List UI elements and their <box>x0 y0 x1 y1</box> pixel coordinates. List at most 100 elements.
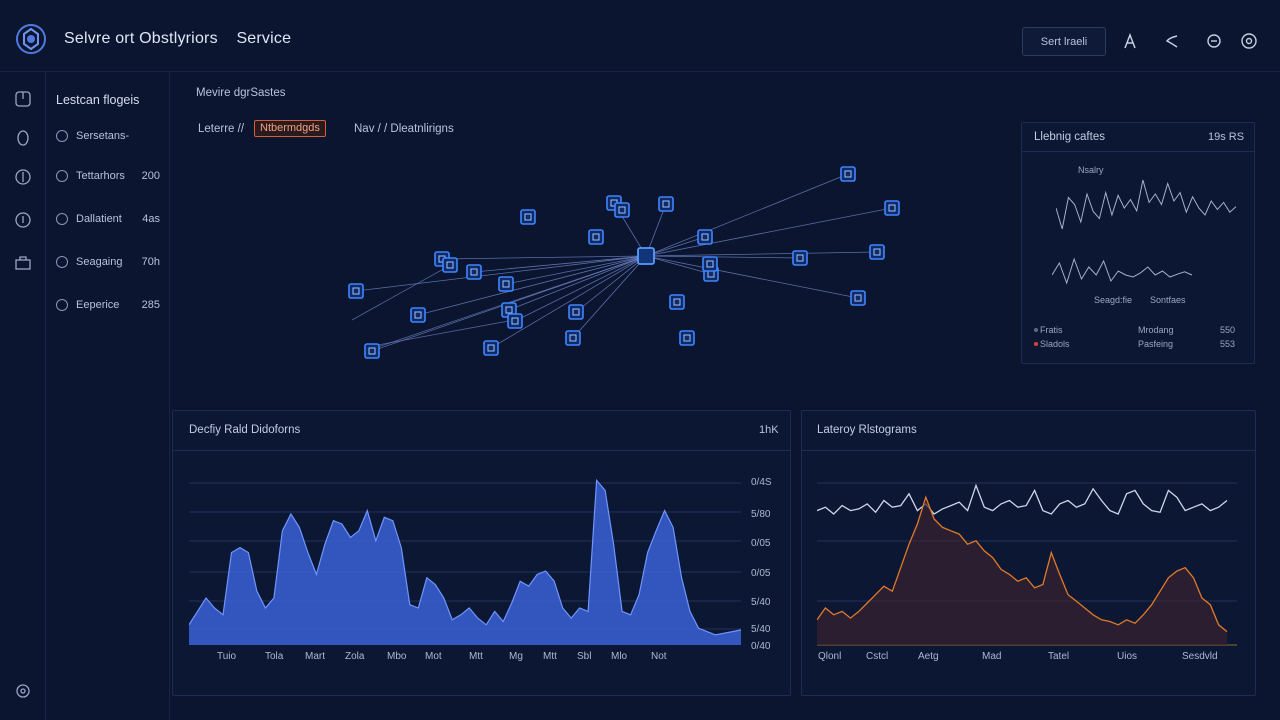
x-tick-label: Qlonl <box>818 651 842 662</box>
service-node-icon <box>697 229 713 245</box>
service-node-glyph <box>683 334 691 342</box>
alert-icon[interactable] <box>1205 32 1223 50</box>
panel-value: 1hK <box>759 424 779 436</box>
service-node-glyph <box>505 306 513 314</box>
breadcrumb-badge[interactable]: Ntbermdgds <box>254 120 326 137</box>
legend-metric: Mrodang <box>1138 325 1174 335</box>
graph-edge <box>490 255 647 349</box>
mini-line-series <box>1056 179 1237 230</box>
sidebar-item[interactable]: Sersetans- <box>54 128 166 146</box>
header-action-button[interactable]: Sert lraeli <box>1022 27 1106 56</box>
service-node-glyph <box>796 254 804 262</box>
bulb-icon[interactable] <box>14 129 32 147</box>
service-node-glyph <box>470 268 478 276</box>
throughput-area-chart <box>189 478 741 645</box>
service-node-icon <box>498 276 514 292</box>
x-tick-label: Mbo <box>387 651 407 662</box>
y-tick-label: 5/40 <box>751 597 771 608</box>
power-icon[interactable] <box>1240 32 1258 50</box>
latency-chart-panel: Lateroy Rlstograms Qlonl Cstcl Aetg Mad Tate… <box>801 410 1256 696</box>
service-node-icon <box>702 256 718 272</box>
y-tick-label: 5/40 <box>751 624 771 635</box>
latency-line-chart <box>817 482 1237 646</box>
x-tick-label: Not <box>651 651 667 662</box>
service-node-glyph <box>414 311 422 319</box>
x-tick-label: Tatel <box>1048 651 1070 662</box>
service-node-icon <box>840 166 856 182</box>
dashboard-icon[interactable] <box>14 90 32 108</box>
service-node-glyph <box>352 287 360 295</box>
sidebar-item[interactable]: Dallatient 4as <box>54 211 166 229</box>
service-node-icon <box>348 283 364 299</box>
graph-edge <box>514 255 647 322</box>
service-node-glyph <box>572 308 580 316</box>
graph-edge <box>351 261 457 321</box>
y-tick-label: 0/4S <box>751 477 772 488</box>
refresh-icon[interactable] <box>1163 32 1181 50</box>
service-node-icon <box>588 229 604 245</box>
line-series-fill <box>817 497 1227 645</box>
breadcrumb-prefix[interactable]: Leterre // <box>198 123 245 135</box>
status-dot-icon <box>56 299 68 311</box>
sidebar-item-label: Seagaing <box>76 256 123 268</box>
sidebar-item[interactable]: Seagaing 70h <box>54 254 166 272</box>
sidebar-item-value: 70h <box>141 256 160 268</box>
service-node-glyph <box>706 260 714 268</box>
x-tick-label: Uios <box>1117 651 1138 662</box>
service-node-icon <box>483 340 499 356</box>
status-dot-icon <box>56 130 68 142</box>
service-node-icon <box>658 196 674 212</box>
graph-edge <box>645 173 849 257</box>
settings-icon[interactable] <box>14 682 32 700</box>
user-icon[interactable] <box>1121 32 1139 50</box>
service-node-glyph <box>511 317 519 325</box>
service-node-icon <box>679 330 695 346</box>
x-tick-label: Aetg <box>918 651 939 662</box>
graph-edge <box>505 255 647 285</box>
legend-dot-icon <box>1034 328 1038 332</box>
legend-name: Fratis <box>1040 325 1063 335</box>
service-node-glyph <box>502 280 510 288</box>
x-tick-label: Sesdvld <box>1182 651 1218 662</box>
mini-line-chart-bottom <box>1052 257 1193 285</box>
service-node-icon <box>614 202 630 218</box>
sidebar-item-label: Tettarhors <box>76 170 125 182</box>
legend-metric: Pasfeing <box>1138 339 1174 349</box>
status-dot-icon <box>56 256 68 268</box>
service-node-icon <box>850 290 866 306</box>
y-tick-label: 0/05 <box>751 568 771 579</box>
line-series <box>817 483 1228 515</box>
legend-dot-icon <box>1034 342 1038 346</box>
graph-edge <box>645 236 706 257</box>
area-series <box>189 480 741 645</box>
target-icon[interactable] <box>14 211 32 229</box>
legend-name: Sladols <box>1040 339 1070 349</box>
x-tick-label: Zola <box>345 651 365 662</box>
x-tick-label: Sbl <box>577 651 592 662</box>
hub-node-icon <box>637 247 655 265</box>
service-node-icon <box>520 209 536 225</box>
mini-line-series <box>1052 257 1193 285</box>
x-tick-label: Mlo <box>611 651 628 662</box>
x-tick-label: Mtt <box>543 651 557 662</box>
graph-edge <box>508 255 647 311</box>
sidebar-item[interactable]: Eeperice 285 <box>54 297 166 315</box>
sidebar-item[interactable]: Tettarhors 200 <box>54 168 166 186</box>
service-node-icon <box>507 313 523 329</box>
breadcrumb-suffix[interactable]: Nav / / Dleatnlirigns <box>354 123 454 135</box>
briefcase-icon[interactable] <box>14 254 32 272</box>
sidebar-item-label: Sersetans- <box>76 130 130 142</box>
panel-divider <box>173 450 790 451</box>
app-logo-icon[interactable] <box>14 22 48 56</box>
service-node-icon <box>669 294 685 310</box>
service-node-glyph <box>368 347 376 355</box>
graph-edge <box>645 255 801 259</box>
service-node-glyph <box>873 248 881 256</box>
y-tick-label: 5/80 <box>751 509 771 520</box>
compass-icon[interactable] <box>14 168 32 186</box>
graph-edge <box>575 255 647 313</box>
graph-edge <box>417 255 647 316</box>
sidebar-title: Lestcan flogeis <box>56 93 140 107</box>
panel-divider <box>802 450 1255 451</box>
mini-chart-label-top: Nsalry <box>1078 165 1104 175</box>
